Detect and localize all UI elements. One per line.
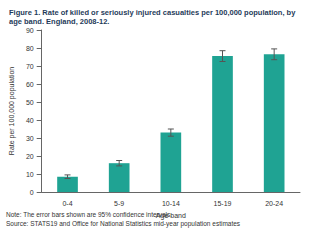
svg-text:70: 70 [26,63,34,70]
svg-text:Age band: Age band [156,212,186,220]
svg-text:Source: STATS19 and Office for: Source: STATS19 and Office for National … [6,220,241,228]
svg-text:15-19: 15-19 [214,200,232,207]
svg-text:Figure 1. Rate of killed or se: Figure 1. Rate of killed or seriously in… [9,8,297,17]
svg-text:20-24: 20-24 [265,200,283,207]
svg-text:50: 50 [26,99,34,106]
svg-text:0: 0 [30,189,34,196]
svg-text:10: 10 [26,171,34,178]
svg-text:20: 20 [26,153,34,160]
svg-text:0-4: 0-4 [62,200,72,207]
svg-text:40: 40 [26,117,34,124]
svg-text:90: 90 [26,27,34,34]
svg-text:age band. England, 2008-12.: age band. England, 2008-12. [9,17,109,26]
svg-text:Rate per 100,000 population: Rate per 100,000 population [8,67,16,155]
svg-text:60: 60 [26,81,34,88]
svg-text:10-14: 10-14 [162,200,180,207]
svg-text:5-9: 5-9 [114,200,124,207]
svg-text:80: 80 [26,45,34,52]
svg-text:30: 30 [26,135,34,142]
svg-text:Note: The error bars shown are: Note: The error bars shown are 95% confi… [6,211,172,218]
